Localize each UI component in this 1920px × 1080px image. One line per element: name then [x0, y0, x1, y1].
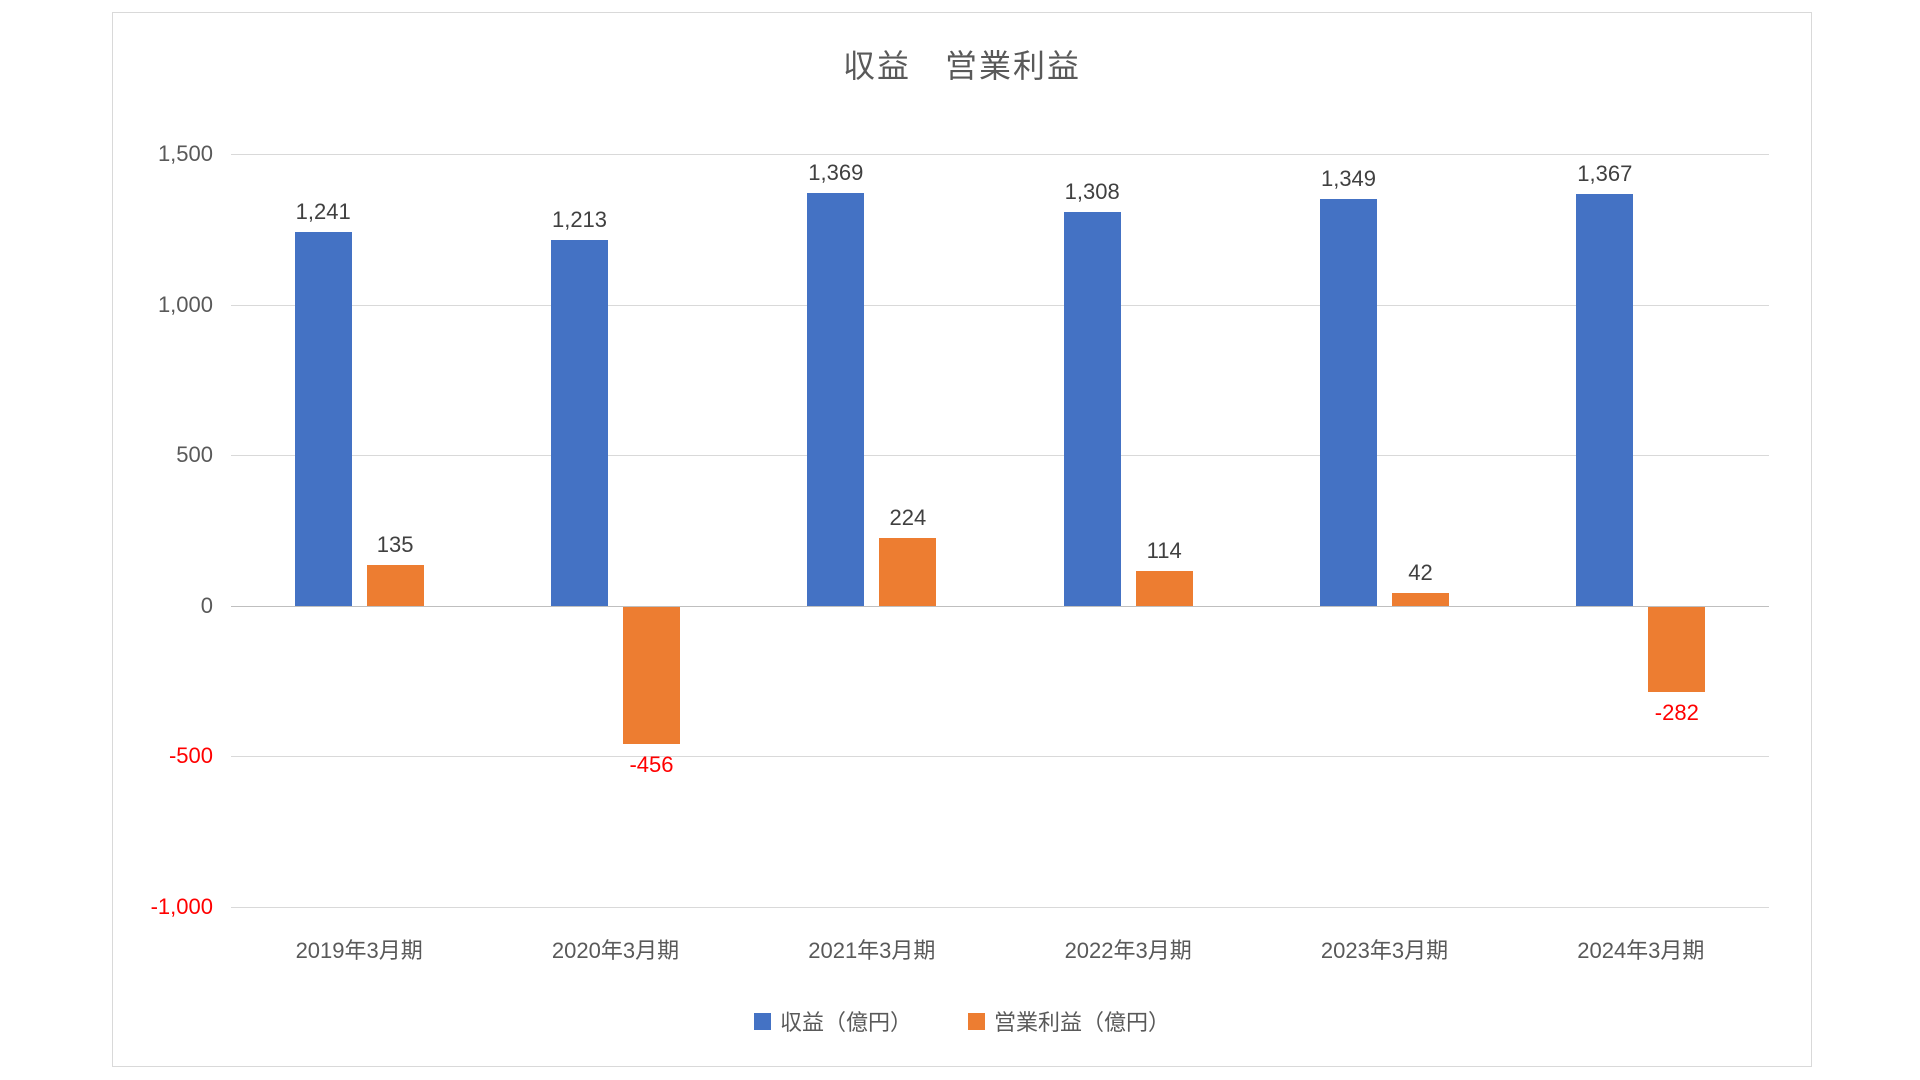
gridline	[231, 756, 1769, 758]
bar-value-label: 1,349	[1320, 166, 1377, 192]
chart-title: 収益 営業利益	[842, 48, 1081, 84]
x-category-label: 2020年3月期	[551, 938, 680, 963]
x-category-label: 2019年3月期	[295, 938, 423, 963]
x-axis-category-labels: 2019年3月期 2020年3月期 2021年3月期 2022年3月期 2023年3月期…	[231, 933, 1769, 963]
gridline	[231, 455, 1769, 457]
y-tick-label: -1,000	[150, 894, 213, 919]
bar-value-label: 1,308	[1064, 178, 1120, 204]
legend-item-operating-profit: 営業利益（億円）	[968, 1005, 1170, 1037]
y-tick-label: -500	[168, 743, 213, 769]
bar-value-label: -456	[629, 752, 674, 778]
bar-operating-profit-2021年3月期	[879, 538, 937, 606]
x-category-label: 2021年3月期	[808, 938, 936, 963]
bar-revenue-2024年3月期	[1576, 194, 1634, 606]
bar-revenue-2019年3月期	[294, 232, 352, 606]
chart-frame: 収益 営業利益 1,500 1,000 500 0 -500 -1,000 1,241 1,2…	[112, 12, 1812, 1067]
y-tick-label: 500	[176, 442, 213, 468]
bar-revenue-2023年3月期	[1320, 199, 1377, 606]
bar-value-label: 1,213	[551, 207, 608, 233]
legend-item-revenue: 収益（億円）	[753, 1005, 912, 1037]
bar-value-label: 42	[1408, 560, 1433, 586]
bar-value-label: 135	[376, 532, 414, 558]
y-tick-label: 1,000	[157, 291, 213, 317]
gridline	[231, 154, 1769, 155]
bar-value-label: 1,241	[295, 199, 351, 224]
bar-operating-profit-2024年3月期	[1648, 606, 1706, 692]
x-category-label: 2023年3月期	[1320, 938, 1449, 963]
bar-revenue-2020年3月期	[551, 240, 608, 606]
operating-profit-series-swatch	[968, 1012, 985, 1030]
plot-area: 1,500 1,000 500 0 -500 -1,000 1,241 1,213 1,369 1…	[151, 141, 1769, 919]
bar-revenue-2021年3月期	[807, 193, 865, 606]
gridline	[231, 304, 1769, 306]
y-tick-label: 1,500	[157, 141, 213, 166]
bar-operating-profit-2019年3月期	[366, 565, 424, 606]
bar-value-label: 1,369	[808, 160, 864, 186]
gridline	[231, 907, 1769, 908]
bar-value-label: -282	[1654, 699, 1699, 725]
legend-label-operating-profit: 営業利益（億円）	[994, 1010, 1171, 1035]
bar-operating-profit-2020年3月期	[623, 606, 680, 745]
bar-value-label: 114	[1146, 538, 1182, 564]
bar-operating-profit-2022年3月期	[1135, 571, 1193, 606]
bar-value-label: 1,367	[1577, 161, 1633, 187]
y-tick-label: 0	[200, 592, 213, 618]
x-category-label: 2024年3月期	[1577, 938, 1705, 963]
revenue-series-swatch	[753, 1012, 771, 1030]
bar-revenue-2022年3月期	[1063, 211, 1121, 606]
legend: 収益（億円） 営業利益（億円）	[113, 1005, 1811, 1037]
x-category-label: 2022年3月期	[1064, 938, 1192, 963]
bar-operating-profit-2023年3月期	[1392, 593, 1449, 606]
bar-value-label: 224	[889, 505, 927, 531]
x-axis-zero-line	[231, 605, 1769, 607]
legend-label-revenue: 収益（億円）	[779, 1010, 912, 1035]
